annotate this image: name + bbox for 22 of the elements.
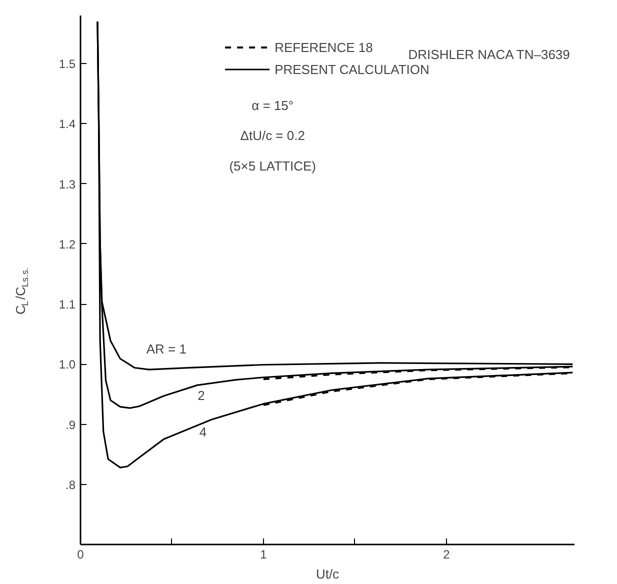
x-axis-title: Ut/c: [316, 566, 340, 582]
annotation: ΔtU/c = 0.2: [240, 128, 305, 144]
y-axis-title: CL/CLs.s.: [13, 267, 30, 314]
y-tick-label: 1.2: [58, 237, 76, 252]
y-tick-label: .9: [65, 418, 76, 432]
annotation: 2: [198, 388, 205, 403]
annotation: 4: [199, 424, 207, 440]
y-tick-label: 1.1: [58, 298, 76, 312]
y-tick-label: 1.4: [58, 117, 76, 132]
y-tick-label: .8: [65, 478, 76, 492]
legend-label: PRESENT CALCULATION: [274, 62, 430, 76]
y-tick-label: 1.0: [58, 358, 76, 372]
y-tick-label: 1.5: [58, 57, 76, 72]
annotation: AR = 1: [146, 342, 186, 357]
annotation: (5×5 LATTICE): [229, 158, 316, 174]
x-tick-label: 1: [260, 548, 268, 562]
x-tick-label: 2: [443, 548, 450, 562]
legend-label: REFERENCE 18: [274, 40, 373, 54]
x-tick-label: 0: [77, 548, 84, 562]
annotation: α = 15°: [252, 98, 294, 114]
y-tick-label: 1.3: [58, 177, 76, 192]
annotation: DRISHLER NACA TN–3639: [408, 47, 570, 62]
